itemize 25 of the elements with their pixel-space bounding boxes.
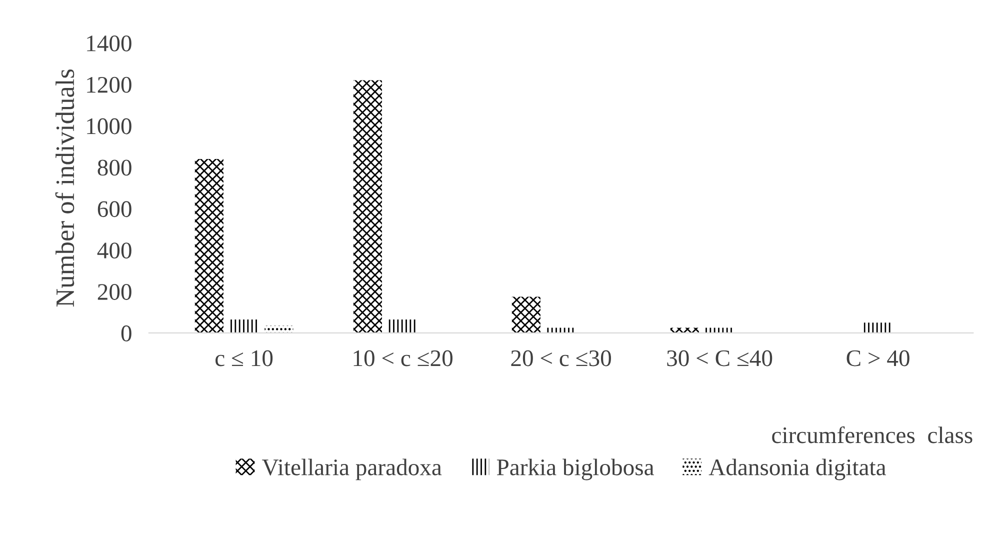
y-tick-label: 1200 (87, 76, 132, 93)
x-tick-label: C > 40 (846, 350, 910, 366)
bar (194, 158, 224, 333)
y-tick-label: 200 (98, 284, 132, 300)
x-tick-label: 10 < c ≤20 (354, 350, 452, 366)
y-tick-label: 1000 (87, 118, 132, 134)
bar (864, 322, 892, 333)
y-tick-label: 600 (98, 201, 132, 218)
legend-label: Adansonia digitata (708, 458, 886, 480)
y-tick-label: 800 (98, 160, 132, 176)
x-tick-label: c ≤ 10 (216, 350, 273, 366)
x-axis-title: circumferences class (772, 426, 972, 444)
y-tick-label: 0 (121, 325, 132, 342)
y-tick-label: 1400 (87, 35, 132, 52)
x-tick-label: 30 < C ≤40 (667, 350, 772, 366)
y-axis-title: Number of individuals (55, 69, 74, 307)
x-tick-label: 20 < c ≤30 (511, 350, 611, 366)
bar (230, 319, 258, 333)
bar (512, 296, 540, 333)
legend-label: Parkia biglobosa (496, 458, 654, 480)
bar (388, 319, 417, 333)
legend-label: Vitellaria paradoxa (262, 458, 442, 480)
bar (264, 326, 294, 333)
bar (353, 80, 382, 333)
y-tick-label: 400 (97, 242, 132, 259)
